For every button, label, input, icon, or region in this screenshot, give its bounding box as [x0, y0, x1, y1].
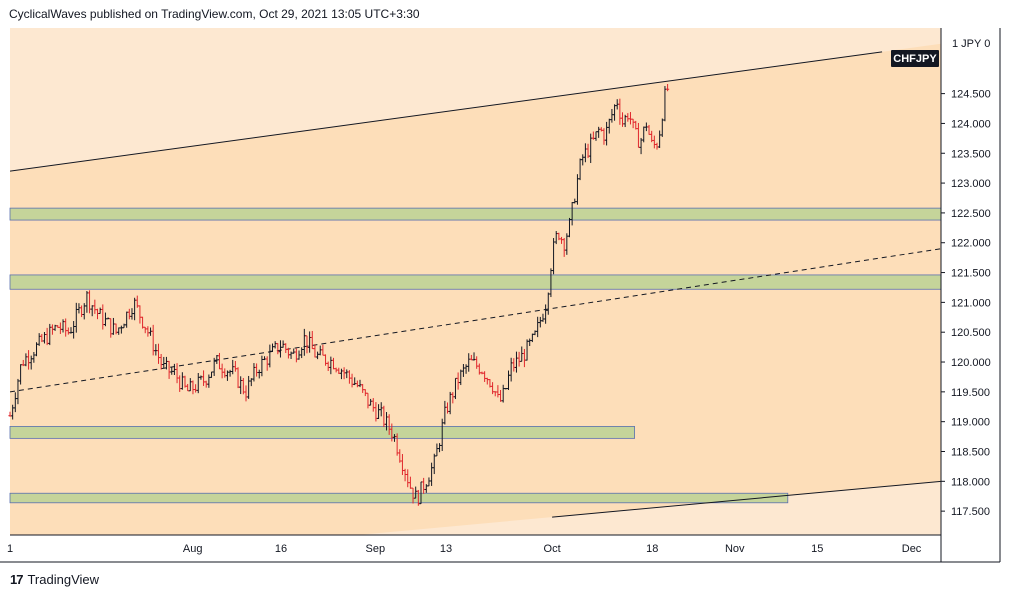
y-tick-label: 121.500 — [951, 268, 991, 280]
candle — [665, 84, 670, 92]
y-tick-label: 122.500 — [951, 208, 991, 220]
y-tick-label: 118.500 — [951, 446, 990, 458]
trendlines-layer — [10, 51, 941, 518]
x-tick-label: Oct — [544, 543, 561, 555]
x-tick-label: Nov — [725, 543, 745, 555]
y-tick-label: 123.500 — [951, 148, 991, 160]
x-tick-label: 18 — [646, 543, 658, 555]
attribution-header: CyclicalWaves published on TradingView.c… — [9, 7, 420, 21]
x-tick-label: Dec — [902, 543, 922, 555]
chart-background — [10, 28, 941, 535]
y-tick-label: 120.000 — [951, 357, 991, 369]
y-tick-label: 124.500 — [951, 89, 991, 101]
channel-mid-line — [10, 248, 941, 393]
x-tick-label: Sep — [366, 543, 386, 555]
y-tick-label: 122.000 — [951, 238, 991, 250]
y-tick-label: 123.000 — [951, 178, 991, 190]
y-tick-label: 120.500 — [951, 327, 991, 339]
y-tick-label: 118.000 — [951, 476, 990, 488]
price-zone-2 — [9, 274, 942, 290]
channel-upper-line — [10, 51, 883, 172]
axes-layer: 124.500 124.000 123.500 123.000 122.500 122.0… — [0, 28, 1001, 563]
x-tick-label: 16 — [275, 543, 287, 555]
zones-layer — [9, 207, 942, 504]
price-axis-top-label: 1 JPY 0 — [952, 38, 990, 50]
x-tick-label: Aug — [183, 543, 203, 555]
channel-lower-line — [552, 480, 941, 518]
tradingview-logo[interactable]: 17 TradingView — [10, 572, 99, 587]
y-tick-label: 119.000 — [951, 417, 990, 429]
y-tick-label: 124.000 — [951, 118, 991, 130]
x-tick-label: 13 — [440, 543, 452, 555]
candlestick-series — [8, 84, 670, 506]
price-zone-4 — [9, 492, 789, 504]
x-tick-label: 15 — [811, 543, 823, 555]
tradingview-mark-icon: 17 — [10, 572, 24, 587]
price-zone-3 — [9, 426, 635, 439]
price-zone-1 — [9, 207, 942, 221]
symbol-tag-label: CHFJPY — [893, 53, 937, 65]
tradingview-logo-text: TradingView — [27, 572, 100, 587]
y-tick-label: 121.000 — [951, 297, 991, 309]
symbol-tag-bg — [891, 50, 939, 67]
y-tick-label: 117.500 — [951, 506, 990, 518]
y-tick-label: 119.500 — [951, 387, 990, 399]
x-tick-label: 1 — [7, 543, 13, 555]
